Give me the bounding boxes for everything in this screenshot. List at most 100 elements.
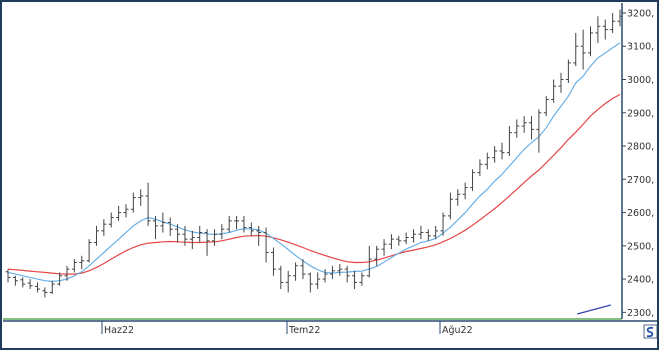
y-tick-label: 2900, bbox=[627, 108, 654, 119]
ohlc-bar bbox=[543, 96, 549, 117]
ohlc-bar bbox=[270, 247, 276, 276]
ohlc-bar bbox=[248, 222, 254, 236]
ohlc-bar bbox=[293, 262, 299, 281]
ohlc-bar bbox=[116, 205, 122, 221]
ohlc-bar bbox=[189, 230, 195, 250]
ohlc-bar bbox=[42, 287, 48, 298]
ohlc-bar bbox=[211, 229, 217, 246]
ohlc-bar bbox=[226, 215, 232, 233]
ohlc-bar bbox=[263, 227, 269, 263]
ohlc-bar bbox=[79, 255, 85, 270]
ohlc-bar bbox=[278, 265, 284, 290]
y-tick-label: 2700, bbox=[627, 175, 654, 186]
ohlc-bar bbox=[536, 109, 542, 153]
ohlc-bar bbox=[5, 269, 11, 283]
y-tick-label: 2400, bbox=[627, 275, 654, 286]
ohlc-bar bbox=[440, 212, 446, 236]
ohlc-bar bbox=[138, 189, 144, 206]
y-tick-label: 3100, bbox=[627, 42, 654, 53]
ohlc-bar bbox=[477, 159, 483, 176]
x-ticks: Haz22 Tem22 Ağu22 bbox=[101, 321, 473, 336]
ohlc-bar bbox=[388, 234, 394, 250]
ohlc-bar bbox=[514, 119, 520, 138]
y-ticks: 2300, 2400, 2500, 2600, 2700, 2800, 2900, 3000,… bbox=[622, 8, 654, 319]
ohlc-bar bbox=[300, 259, 306, 280]
ohlc-bar bbox=[307, 272, 313, 293]
ohlc-bar bbox=[447, 192, 453, 220]
ohlc-bar bbox=[219, 224, 225, 240]
ohlc-bar bbox=[12, 275, 18, 286]
ohlc-bar bbox=[329, 265, 335, 280]
y-tick-label: 3200, bbox=[627, 8, 654, 19]
ohlc-bar bbox=[506, 126, 512, 157]
ohlc-bar bbox=[602, 19, 608, 40]
x-tick-label: Haz22 bbox=[104, 325, 134, 336]
ohlc-bar bbox=[27, 279, 33, 290]
ohlc-bar bbox=[396, 235, 402, 246]
ohlc-bar bbox=[57, 272, 63, 286]
y-tick-label: 3000, bbox=[627, 75, 654, 86]
ohlc-bar bbox=[588, 26, 594, 57]
ohlc-bar bbox=[64, 265, 70, 281]
bars-layer bbox=[5, 9, 623, 298]
ohlc-bar bbox=[256, 225, 262, 246]
indicator-layer bbox=[576, 304, 611, 315]
ohlc-bar bbox=[197, 225, 203, 243]
ohlc-bar bbox=[433, 225, 439, 240]
ohlc-bar bbox=[71, 259, 77, 273]
ohlc-bar bbox=[470, 169, 476, 191]
ohlc-bar bbox=[425, 229, 431, 241]
ohlc-bar bbox=[565, 59, 571, 83]
ohlc-bar bbox=[499, 142, 505, 160]
ohlc-bar bbox=[595, 16, 601, 43]
ohlc-bar bbox=[20, 277, 26, 288]
ohlc-bar bbox=[529, 116, 535, 140]
ohlc-bar bbox=[418, 225, 424, 240]
ohlc-bar bbox=[108, 212, 114, 228]
y-tick-label: 2500, bbox=[627, 241, 654, 252]
fast-ma-layer bbox=[7, 42, 621, 283]
ohlc-bar bbox=[152, 215, 158, 240]
y-tick-label: 2600, bbox=[627, 208, 654, 219]
price-axis-panel bbox=[622, 3, 657, 319]
indicator-line bbox=[576, 304, 611, 315]
ohlc-bar bbox=[130, 192, 136, 213]
ohlc-bar bbox=[455, 189, 461, 206]
ohlc-bar bbox=[315, 272, 321, 290]
ohlc-bar bbox=[123, 204, 129, 218]
ohlc-bar bbox=[484, 152, 490, 170]
ohlc-bar bbox=[366, 245, 372, 278]
ohlc-bar bbox=[352, 270, 358, 290]
x-tick-label: Tem22 bbox=[288, 325, 320, 336]
ohlc-bar bbox=[49, 280, 55, 295]
ohlc-bar bbox=[322, 269, 328, 283]
ohlc-bar bbox=[234, 215, 240, 230]
fast-ma-line bbox=[7, 42, 621, 283]
ohlc-bar bbox=[241, 215, 247, 233]
ohlc-bar bbox=[182, 225, 188, 246]
ohlc-bar bbox=[462, 182, 468, 200]
ohlc-bar bbox=[374, 245, 380, 266]
ohlc-bar bbox=[34, 282, 40, 293]
ohlc-bar bbox=[573, 32, 579, 67]
ohlc-bar bbox=[610, 12, 616, 33]
ohlc-bar bbox=[175, 224, 181, 243]
ohlc-bar bbox=[167, 217, 173, 236]
ohlc-bar bbox=[160, 212, 166, 233]
ohlc-bar bbox=[551, 79, 557, 103]
y-tick-label: 2800, bbox=[627, 142, 654, 153]
ohlc-bar bbox=[492, 146, 498, 163]
slow-ma-line bbox=[7, 93, 621, 275]
ohlc-bar bbox=[558, 72, 564, 93]
slow-ma-layer bbox=[7, 93, 621, 275]
ohlc-bar bbox=[86, 239, 92, 263]
ohlc-bar bbox=[337, 264, 343, 276]
ohlc-bar bbox=[145, 182, 151, 226]
x-tick-label: Ağu22 bbox=[442, 325, 473, 336]
corner-logo-icon[interactable] bbox=[643, 324, 658, 339]
y-tick-label: 2300, bbox=[627, 308, 654, 319]
time-axis-panel bbox=[3, 319, 622, 347]
ohlc-bar bbox=[344, 265, 350, 283]
ohlc-bar bbox=[285, 270, 291, 293]
